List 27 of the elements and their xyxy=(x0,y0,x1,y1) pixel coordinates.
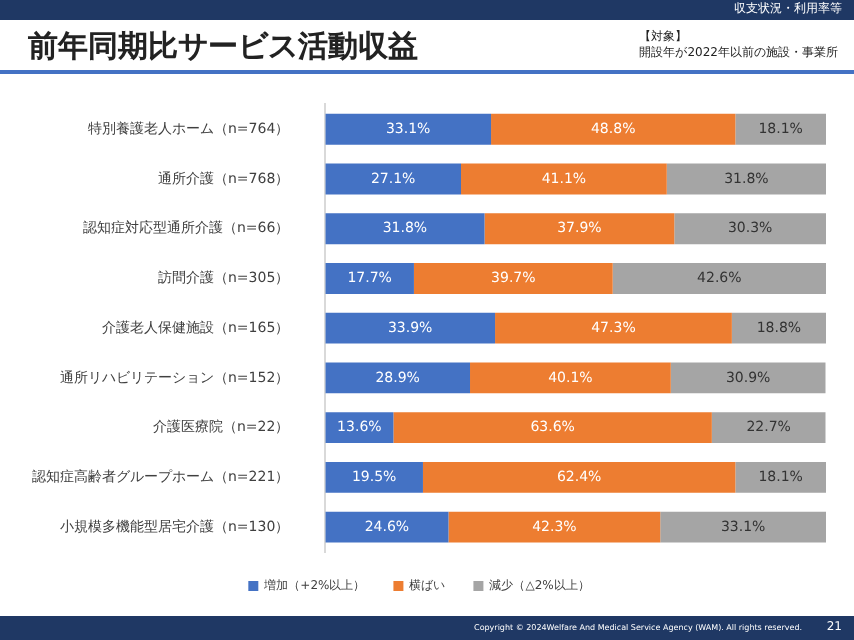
bar xyxy=(484,213,675,245)
bar xyxy=(670,362,826,394)
bar xyxy=(666,163,826,195)
bar xyxy=(325,163,462,195)
bar xyxy=(413,263,613,294)
bar xyxy=(491,113,736,145)
bar xyxy=(711,412,826,444)
bar xyxy=(495,312,732,344)
bar xyxy=(731,312,826,344)
bar xyxy=(660,511,826,543)
bar xyxy=(735,461,826,493)
chart-title: 前年同期比サービス活動収益 xyxy=(28,28,418,66)
bar xyxy=(325,263,414,294)
bar xyxy=(325,362,471,394)
bar xyxy=(612,263,826,294)
bar xyxy=(325,213,485,245)
bar xyxy=(393,412,712,444)
bar xyxy=(422,461,736,493)
bar xyxy=(461,163,667,195)
bar xyxy=(325,312,496,344)
bar xyxy=(735,113,826,145)
bar xyxy=(325,461,423,493)
bar xyxy=(674,213,826,245)
bar xyxy=(448,511,661,543)
bar xyxy=(325,113,492,145)
bar xyxy=(325,511,449,543)
bar xyxy=(470,362,671,394)
